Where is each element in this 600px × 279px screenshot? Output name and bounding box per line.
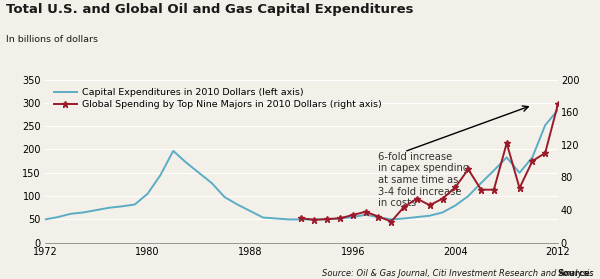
Text: Total U.S. and Global Oil and Gas Capital Expenditures: Total U.S. and Global Oil and Gas Capita… [6,3,413,16]
Text: Source:: Source: [558,269,594,278]
Text: In billions of dollars: In billions of dollars [6,35,98,44]
Text: 6-fold increase
in capex spending
at same time as
3-4 fold increase
in costs: 6-fold increase in capex spending at sam… [379,152,470,208]
Legend: Capital Expenditures in 2010 Dollars (left axis), Global Spending by Top Nine Ma: Capital Expenditures in 2010 Dollars (le… [50,84,385,113]
Text: Source: Oil & Gas Journal, Citi Investment Research and Analysis: Source: Oil & Gas Journal, Citi Investme… [322,269,594,278]
